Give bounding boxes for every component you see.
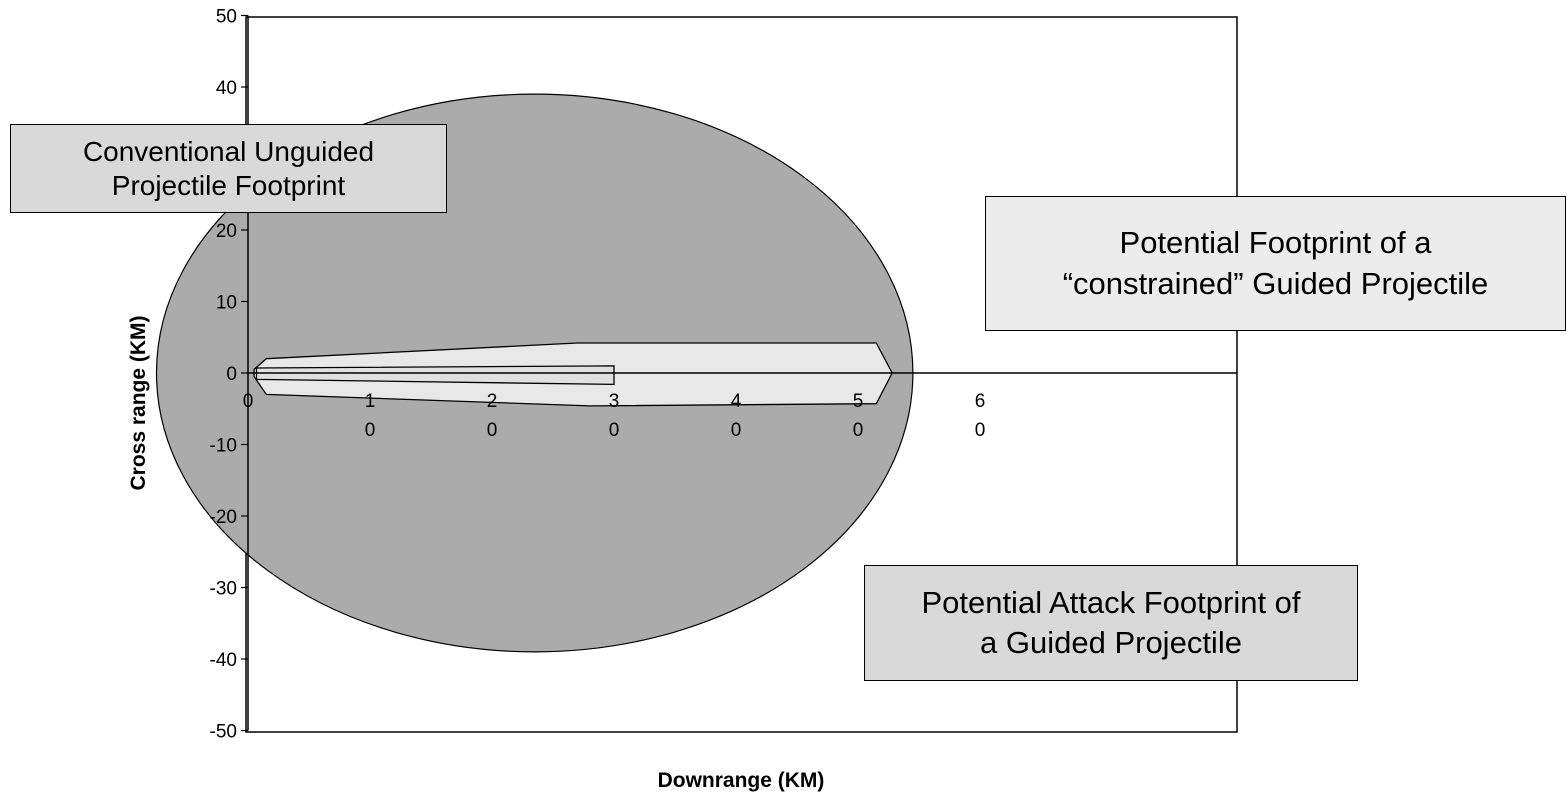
y-tick-label: -30 [210, 579, 237, 600]
y-tick-label: -50 [210, 722, 237, 743]
y-tick-label: 40 [216, 78, 237, 99]
series-2-footprint-polygon [255, 365, 615, 386]
y-tick-label: 50 [216, 7, 237, 28]
callout-constrained-guided: Potential Footprint of a “constrained” G… [985, 196, 1566, 331]
x-tick-label: 0 [243, 391, 254, 412]
y-tick-label: -10 [210, 436, 237, 457]
y-tick-label: -40 [210, 650, 237, 671]
callout-guided-attack: Potential Attack Footprint of a Guided P… [864, 565, 1358, 681]
y-axis-title: Cross range (KM) [127, 315, 150, 490]
y-tick-label: 10 [216, 293, 237, 314]
tick-labels: 50 40 20 10 0 -10 -20 -30 -40 -50 0 1 0 2 0 3 0 4 0 5 0 6 0 [210, 7, 986, 743]
callout-conventional-unguided: Conventional Unguided Projectile Footpri… [10, 124, 447, 213]
y-tick-label: -20 [210, 507, 237, 528]
y-tick-label: 20 [216, 221, 237, 242]
x-axis-title: Downrange (KM) [658, 769, 825, 792]
y-tick-label: 0 [226, 364, 237, 385]
